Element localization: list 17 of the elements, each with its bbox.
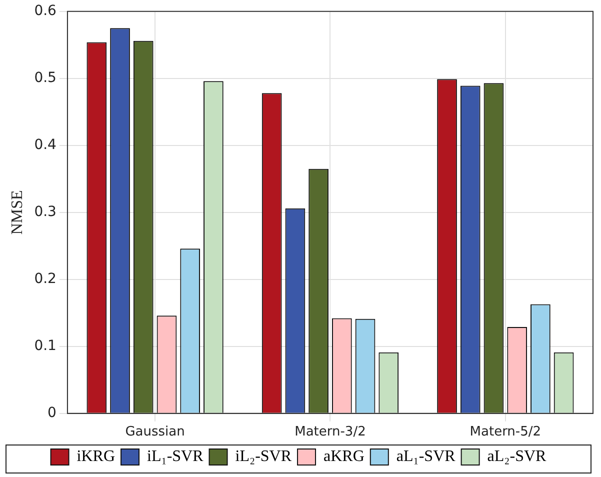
y-tick-label: 0.3: [34, 204, 56, 220]
y-tick-label: 0.1: [34, 338, 56, 354]
legend-label: aL₂-SVR: [487, 448, 547, 466]
y-tick-label: 0.5: [34, 70, 56, 86]
x-tick-label: Matern-5/2: [470, 424, 542, 440]
legend-label: aL₁-SVR: [396, 448, 456, 466]
y-tick-label: 0: [48, 405, 56, 422]
x-tick-label: Gaussian: [125, 424, 185, 440]
y-tick-label: 0.6: [34, 3, 57, 20]
y-tick-label: 0.4: [34, 137, 57, 154]
legend-label: iL₂-SVR: [235, 448, 292, 466]
legend-label: iL₁-SVR: [147, 448, 204, 466]
legend-label: aKRG: [324, 448, 365, 466]
x-tick-label: Matern-3/2: [294, 424, 366, 440]
legend-label: iKRG: [76, 448, 116, 466]
y-axis-title: NMSE: [8, 190, 26, 235]
y-tick-label: 0.2: [34, 271, 56, 288]
